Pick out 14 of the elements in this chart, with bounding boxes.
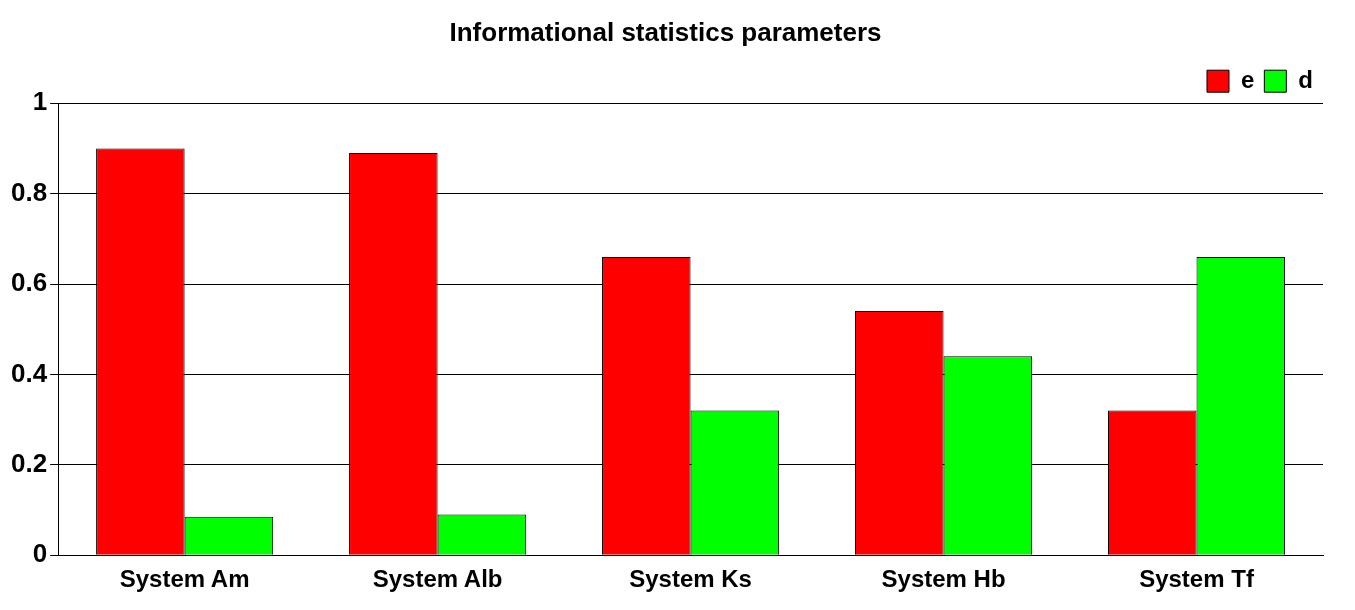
y-tick-label: 0.8 <box>10 176 48 207</box>
y-tick-label: 0.2 <box>10 447 48 478</box>
y-tick-label: 0.6 <box>10 267 48 298</box>
y-tick-label: 1 <box>32 86 48 117</box>
chart-title: Informational statistics parameters <box>449 16 882 47</box>
legend-label: d <box>1298 65 1314 93</box>
x-tick-label: System Alb <box>372 565 503 593</box>
x-tick-label: System Tf <box>1139 565 1255 593</box>
legend-label: e <box>1240 65 1255 93</box>
y-tick-label: 0.4 <box>10 357 48 388</box>
x-tick-label: System Ks <box>629 565 752 593</box>
y-tick-label: 0 <box>32 538 48 569</box>
x-tick-label: System Hb <box>881 565 1006 593</box>
x-tick-label: System Am <box>119 565 250 593</box>
